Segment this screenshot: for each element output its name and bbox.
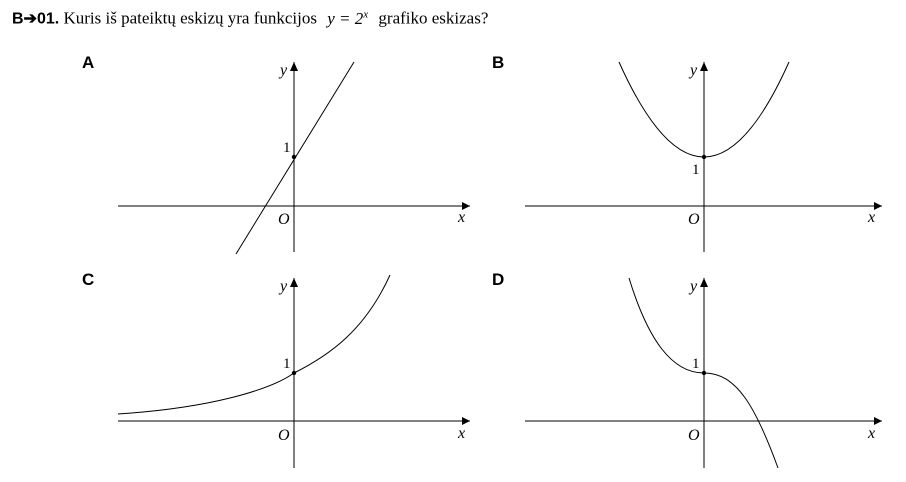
graph-a[interactable]: 1 O x y xyxy=(118,61,470,255)
question-prompt: Kuris iš pateiktų eskizų yra funkcijos xyxy=(63,8,317,28)
graph-d-origin-label: O xyxy=(688,427,700,444)
graph-c-tick-1: 1 xyxy=(283,356,291,372)
graph-b-y-label: y xyxy=(688,62,698,79)
graph-a-x-arrow xyxy=(462,202,470,210)
graph-b[interactable]: 1 O x y xyxy=(525,61,882,252)
graph-a-x-label: x xyxy=(457,209,465,226)
graph-c-curve xyxy=(117,274,391,415)
graph-a-tick-1: 1 xyxy=(283,140,291,156)
option-label-b[interactable]: B xyxy=(492,53,505,72)
graph-c-origin-label: O xyxy=(278,427,290,444)
graph-d-y-label: y xyxy=(688,278,698,295)
option-label-d[interactable]: D xyxy=(492,270,505,289)
graph-a-intercept-dot xyxy=(291,154,297,160)
graph-b-x-label: x xyxy=(867,209,875,226)
graph-d[interactable]: 1 O x y xyxy=(525,277,882,469)
graph-c-x-arrow xyxy=(462,417,470,425)
graph-a-y-arrow xyxy=(290,62,298,71)
formula-lhs: y = 2 xyxy=(327,8,364,28)
option-label-c[interactable]: C xyxy=(82,270,95,289)
graph-d-x-label: x xyxy=(867,425,875,442)
graph-c-x-label: x xyxy=(457,425,465,442)
graph-a-origin-label: O xyxy=(278,211,290,228)
graph-b-origin-label: O xyxy=(688,211,700,228)
graph-b-tick-1: 1 xyxy=(692,162,700,178)
function-formula: y = 2x xyxy=(327,8,369,28)
graph-b-y-arrow xyxy=(700,62,708,71)
graph-c-y-label: y xyxy=(278,278,288,295)
graph-d-tick-1: 1 xyxy=(692,356,700,372)
graph-d-intercept-dot xyxy=(701,370,707,376)
question-text: B➔01. Kuris iš pateiktų eskizų yra funkc… xyxy=(12,8,488,29)
graph-c-intercept-dot xyxy=(291,370,297,376)
graph-b-x-arrow xyxy=(874,202,882,210)
question-number: B➔01. xyxy=(12,10,60,28)
graph-b-vertex-dot xyxy=(701,154,707,160)
graph-c-y-arrow xyxy=(290,278,298,287)
graph-d-x-arrow xyxy=(874,417,882,425)
formula-exponent: x xyxy=(363,8,369,20)
graph-c[interactable]: 1 O x y xyxy=(117,274,470,468)
question-prompt-end: grafiko eskizas? xyxy=(378,8,489,28)
option-label-a[interactable]: A xyxy=(82,53,95,72)
graph-d-y-arrow xyxy=(700,278,708,287)
graph-a-y-label: y xyxy=(278,62,288,79)
